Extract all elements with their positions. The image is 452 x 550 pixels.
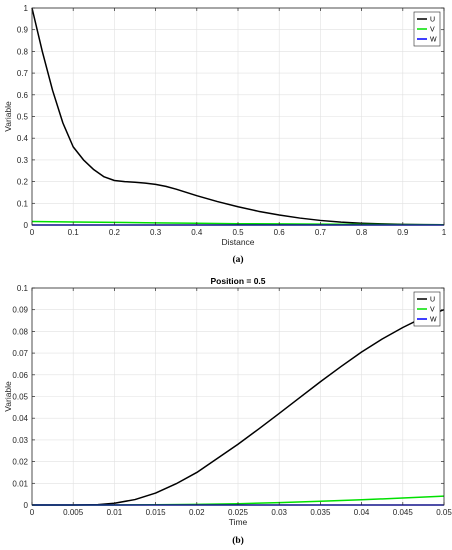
x-tick-label: 0.015 bbox=[146, 508, 167, 517]
y-tick-label: 0.04 bbox=[12, 414, 28, 423]
x-tick-label: 0.04 bbox=[354, 508, 370, 517]
x-tick-label: 0 bbox=[30, 508, 35, 517]
x-tick-label: 0.9 bbox=[397, 228, 409, 237]
x-tick-label: 0.01 bbox=[107, 508, 123, 517]
y-tick-label: 1 bbox=[24, 4, 29, 13]
legend-label-v: V bbox=[430, 27, 435, 34]
x-tick-label: 0.025 bbox=[228, 508, 249, 517]
y-tick-label: 0 bbox=[24, 221, 29, 230]
y-tick-label: 0.9 bbox=[17, 26, 29, 35]
y-tick-label: 0.1 bbox=[17, 199, 29, 208]
x-tick-label: 0.2 bbox=[109, 228, 121, 237]
y-tick-label: 0.5 bbox=[17, 113, 29, 122]
y-tick-labels: 0 0.01 0.02 0.03 0.04 0.05 0.06 0.07 0.08 0.09 0.1 bbox=[12, 284, 28, 510]
y-tick-label: 0.7 bbox=[17, 69, 29, 78]
y-axis-label: Variable bbox=[3, 381, 13, 412]
x-tick-label: 0.1 bbox=[68, 228, 80, 237]
y-tick-label: 0.02 bbox=[12, 458, 28, 467]
x-axis-label: Distance bbox=[221, 237, 254, 247]
y-tick-label: 0.1 bbox=[17, 284, 29, 293]
y-tick-labels: 0 0.1 0.2 0.3 0.4 0.5 0.6 0.7 0.8 0.9 1 bbox=[17, 4, 29, 230]
y-tick-label: 0.09 bbox=[12, 306, 28, 315]
chart-panel-a: 0 0.1 0.2 0.3 0.4 0.5 0.6 0.7 0.8 0.9 1 0 0.1 0.2 0.3… bbox=[3, 4, 447, 265]
legend-label-w: W bbox=[430, 37, 437, 44]
legend-label-w: W bbox=[430, 317, 437, 324]
y-tick-label: 0.05 bbox=[12, 393, 28, 402]
legend-label-u: U bbox=[430, 297, 435, 304]
x-tick-labels: 0 0.005 0.01 0.015 0.02 0.025 0.03 0.035 0.04 0.0… bbox=[30, 508, 452, 517]
x-tick-label: 0.8 bbox=[356, 228, 368, 237]
legend: UVW bbox=[413, 11, 441, 47]
x-tick-label: 0.3 bbox=[150, 228, 162, 237]
y-tick-label: 0.06 bbox=[12, 371, 28, 380]
tick-marks bbox=[31, 7, 445, 226]
y-tick-label: 0.03 bbox=[12, 436, 28, 445]
x-tick-label: 0.5 bbox=[232, 228, 244, 237]
y-tick-label: 0.01 bbox=[12, 479, 28, 488]
y-tick-label: 0.6 bbox=[17, 91, 29, 100]
y-tick-label: 0.4 bbox=[17, 134, 29, 143]
x-tick-label: 0.03 bbox=[271, 508, 287, 517]
y-tick-label: 0.2 bbox=[17, 178, 29, 187]
x-tick-label: 0.035 bbox=[310, 508, 331, 517]
y-tick-label: 0.3 bbox=[17, 156, 29, 165]
tick-marks bbox=[31, 287, 445, 506]
gridlines bbox=[31, 7, 445, 226]
x-tick-label: 0.02 bbox=[189, 508, 205, 517]
x-tick-label: 1 bbox=[442, 228, 447, 237]
caption: (b) bbox=[232, 535, 244, 546]
series-line-u bbox=[31, 7, 445, 226]
series-line-u bbox=[32, 308, 445, 506]
x-axis-label: Time bbox=[229, 517, 248, 527]
chart-panel-b: Position = 0.5 0 0.005 0.01 0.015 0.02 0.025 0… bbox=[3, 276, 452, 546]
x-tick-labels: 0 0.1 0.2 0.3 0.4 0.5 0.6 0.7 0.8 0.9 1 bbox=[30, 228, 447, 237]
chart-title: Position = 0.5 bbox=[210, 276, 265, 286]
y-tick-label: 0.08 bbox=[12, 327, 28, 336]
x-tick-label: 0.6 bbox=[274, 228, 286, 237]
y-tick-label: 0.8 bbox=[17, 47, 29, 56]
legend: UVW bbox=[413, 291, 441, 327]
x-tick-label: 0.045 bbox=[393, 508, 414, 517]
legend-label-u: U bbox=[430, 17, 435, 24]
y-tick-label: 0 bbox=[24, 501, 29, 510]
y-tick-label: 0.07 bbox=[12, 349, 28, 358]
x-tick-label: 0.4 bbox=[191, 228, 203, 237]
legend-label-v: V bbox=[430, 307, 435, 314]
x-tick-label: 0 bbox=[30, 228, 35, 237]
y-axis-label: Variable bbox=[3, 101, 13, 132]
x-tick-label: 0.7 bbox=[315, 228, 327, 237]
x-tick-label: 0.005 bbox=[63, 508, 84, 517]
x-tick-label: 0.05 bbox=[436, 508, 452, 517]
gridlines bbox=[31, 287, 445, 506]
caption: (a) bbox=[232, 254, 243, 265]
